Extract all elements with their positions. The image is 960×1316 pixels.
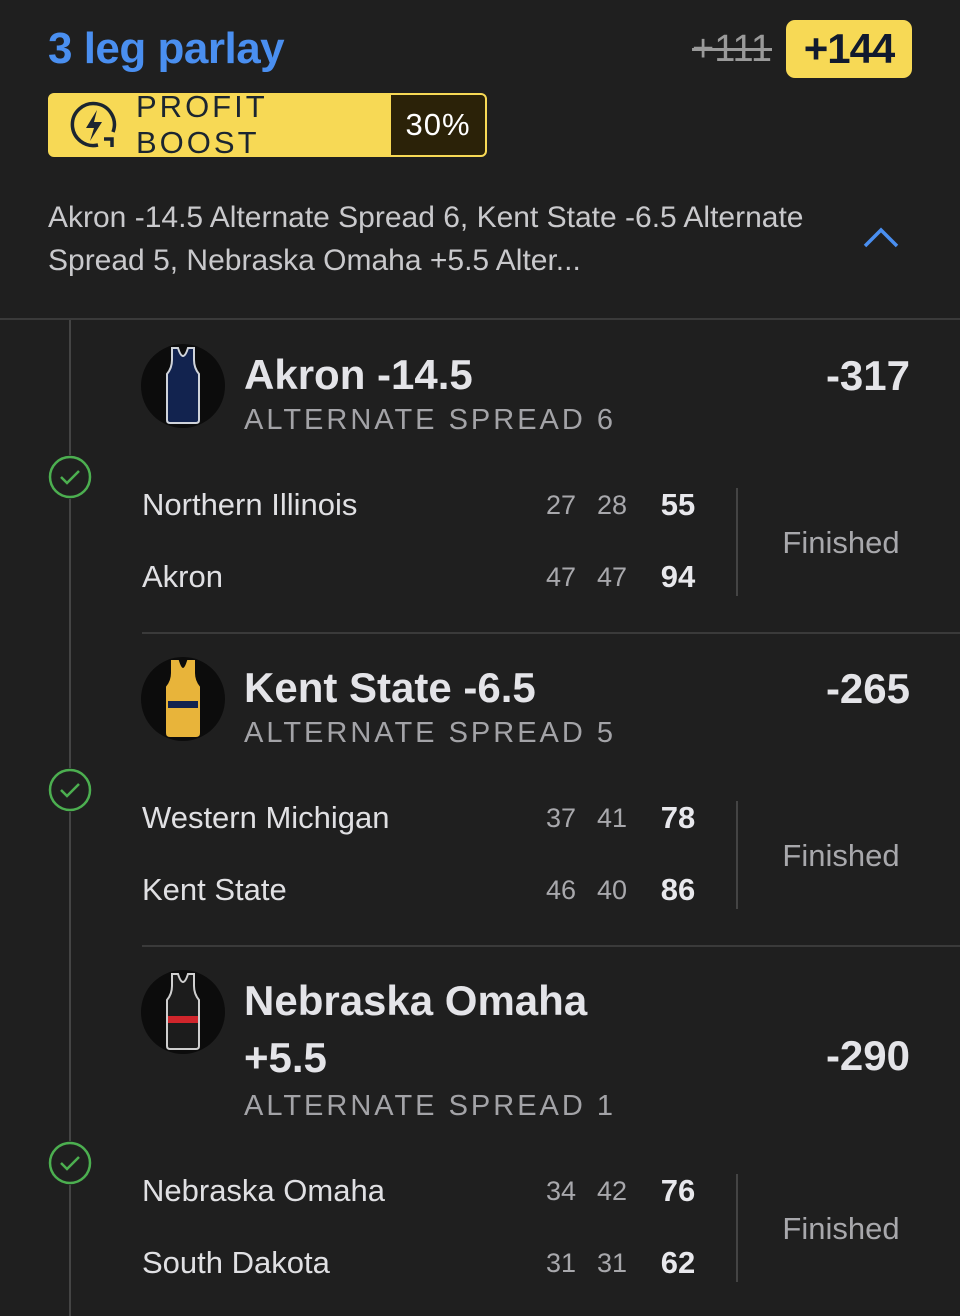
- chevron-up-icon[interactable]: [862, 224, 900, 250]
- score-total: 78: [660, 800, 696, 835]
- score-half-2: 40: [596, 875, 628, 905]
- score-half-1: 46: [545, 875, 577, 905]
- divider: [736, 1174, 738, 1282]
- team-name: Akron: [142, 559, 223, 594]
- leg-odds: -290: [825, 1032, 910, 1079]
- score-half-1: 37: [545, 803, 577, 833]
- team-name: Nebraska Omaha: [142, 1173, 385, 1208]
- check-circle-icon: [48, 768, 92, 812]
- divider: [736, 801, 738, 909]
- boosted-odds-badge: +144: [786, 20, 912, 78]
- score-total: 94: [660, 559, 696, 594]
- score-total: 86: [660, 872, 696, 907]
- team-name: Kent State: [142, 872, 287, 907]
- profit-boost-badge: PROFIT BOOST 30%: [48, 89, 487, 160]
- divider: [142, 632, 960, 634]
- leg-timeline: [69, 320, 71, 1316]
- leg-selection-title: Akron -14.5: [244, 351, 473, 398]
- score-total: 55: [660, 487, 696, 522]
- check-circle-icon: [48, 1141, 92, 1185]
- leg-selection-title: Kent State -6.5: [244, 664, 536, 711]
- leg-market: ALTERNATE SPREAD 6: [244, 404, 617, 436]
- leg-odds: -317: [825, 352, 910, 399]
- score-half-2: 28: [596, 490, 628, 520]
- profit-boost-label: PROFIT BOOST: [136, 89, 268, 160]
- divider: [736, 488, 738, 596]
- boost-percent: 30%: [391, 95, 485, 155]
- score-half-2: 31: [596, 1248, 628, 1278]
- score-total: 62: [660, 1245, 696, 1280]
- check-circle-icon: [48, 455, 92, 499]
- score-half-1: 34: [545, 1176, 577, 1206]
- divider: [0, 318, 960, 320]
- game-status: Finished: [782, 525, 900, 560]
- score-half-1: 27: [545, 490, 577, 520]
- leg-market: ALTERNATE SPREAD 5: [244, 717, 617, 749]
- parlay-title: 3 leg parlay: [48, 24, 285, 73]
- score-total: 76: [660, 1173, 696, 1208]
- team-jersey-icon: [141, 657, 225, 741]
- score-half-2: 42: [596, 1176, 628, 1206]
- team-name: Western Michigan: [142, 800, 390, 835]
- leg-odds: -265: [825, 665, 910, 712]
- boost-lightning-icon: [70, 101, 117, 148]
- team-jersey-icon: [141, 344, 225, 428]
- team-name: South Dakota: [142, 1245, 330, 1280]
- score-half-2: 47: [596, 562, 628, 592]
- team-name: Northern Illinois: [142, 487, 358, 522]
- leg-market: ALTERNATE SPREAD 1: [244, 1090, 617, 1122]
- score-half-1: 47: [545, 562, 577, 592]
- parlay-description: Akron -14.5 Alternate Spread 6, Kent Sta…: [48, 201, 804, 277]
- divider: [142, 945, 960, 947]
- leg-selection-title: Nebraska Omaha +5.5: [244, 977, 588, 1081]
- game-status: Finished: [782, 1211, 900, 1246]
- original-odds: +111: [692, 28, 772, 70]
- game-status: Finished: [782, 838, 900, 873]
- score-half-2: 41: [596, 803, 628, 833]
- score-half-1: 31: [545, 1248, 577, 1278]
- team-jersey-icon: [141, 970, 225, 1054]
